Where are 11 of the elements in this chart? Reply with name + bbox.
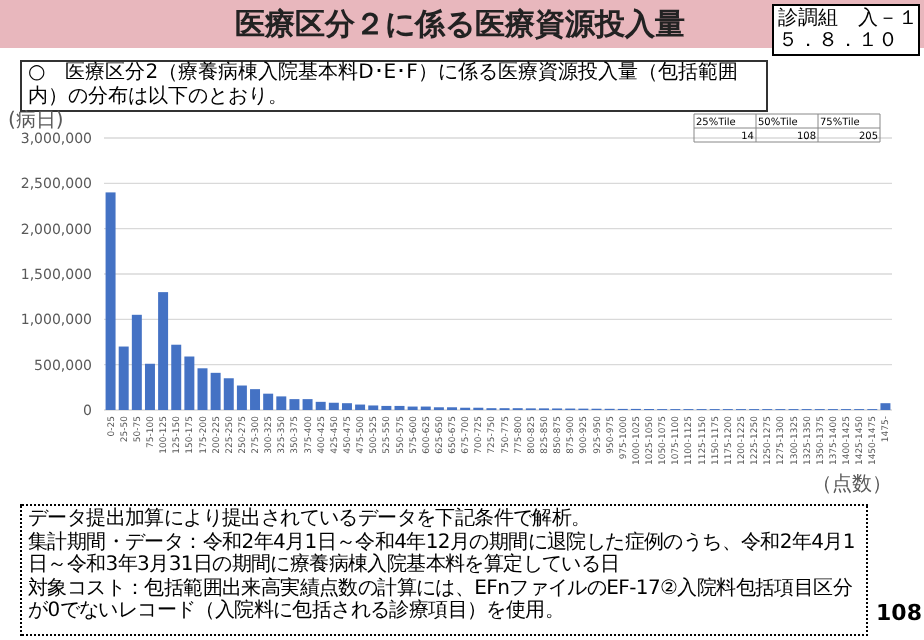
chart-subtitle: ○ 医療区分2（療養病棟入院基本料D･E･F）に係る医療資源投入量（包括範囲内）の分布は以下のとおり。 [20, 60, 768, 112]
text: ５．８．１０ [778, 30, 900, 52]
bar [197, 368, 208, 410]
x-axis-title: （点数） [812, 472, 892, 496]
text: データ提出加算により提出されているデータを下記条件で解析。 [28, 508, 593, 531]
text: 対象コスト：包括範囲出来高実績点数の計算には、EFnファイルのEF-17②入院料包括項目区分が0でないレコード（入院料に包括される診療項目）を使用。 [28, 577, 854, 623]
y-axis-title: (病日) [8, 108, 64, 132]
chart-title: 医療区分２に係る医療資源投入量 [235, 6, 685, 42]
text: 108 [874, 600, 924, 630]
text: 集計期間・データ：令和2年4月1日～令和4年12月の期間に退院した症例のうち、令和2年4月1日～令和3年3月31日の期間に療養病棟入院基本料を算定している日 [28, 531, 857, 577]
text: 診調組 入－１ [778, 8, 918, 30]
